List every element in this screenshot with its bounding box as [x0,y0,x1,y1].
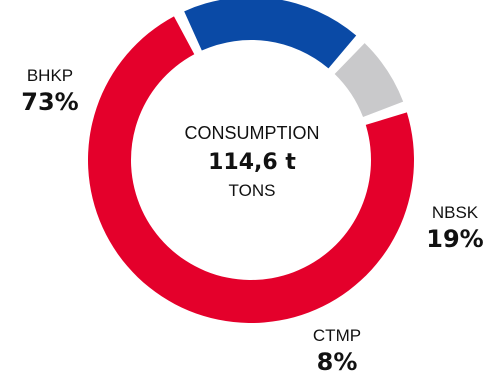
slice-percent-bhkp: 73% [21,88,79,116]
legend-label-bhkp: BHKP 73% [0,66,105,116]
center-label: CONSUMPTION [184,123,320,143]
slice-percent-nbsk: 19% [426,225,484,253]
center-unit: TONS [228,181,276,200]
slice-name-nbsk: NBSK [431,203,479,222]
center-value: 114,6 t [208,150,296,175]
slice-percent-ctmp: 8% [316,348,358,376]
donut-slice-nbsk [184,0,357,69]
legend-label-nbsk: NBSK 19% [400,203,497,253]
slice-name-bhkp: BHKP [26,66,74,85]
legend-label-ctmp: CTMP 8% [282,326,392,376]
slice-name-ctmp: CTMP [312,326,362,345]
donut-slice-ctmp [334,43,404,117]
